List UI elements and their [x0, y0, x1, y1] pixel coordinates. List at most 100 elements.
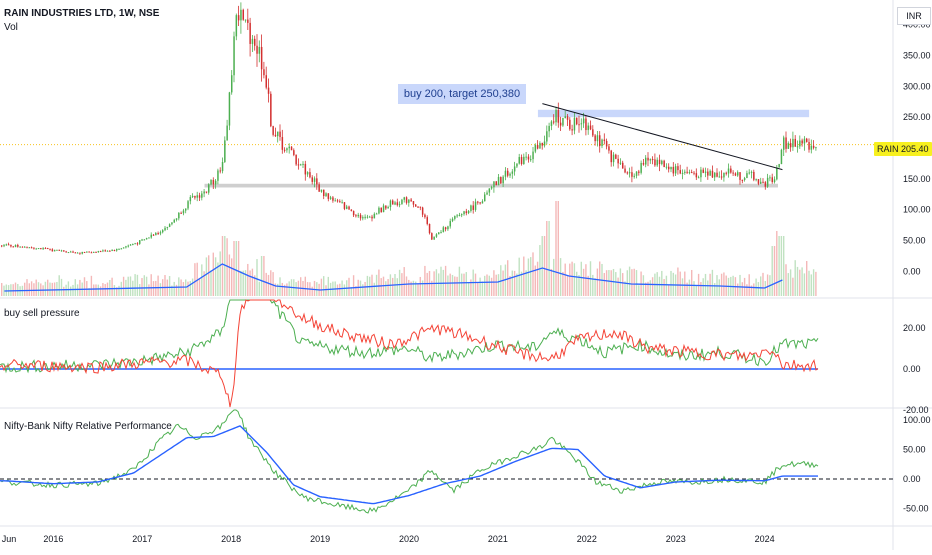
candle-body [106, 250, 109, 252]
candle-body [557, 109, 560, 123]
candle-body [214, 180, 217, 185]
candle-body [615, 154, 617, 159]
volume-bar [352, 275, 355, 296]
volume-bar [304, 276, 306, 296]
relative-performance-slow-line [0, 425, 818, 505]
candle-body [783, 137, 785, 150]
candle-body [670, 166, 672, 170]
volume-bar [3, 285, 5, 296]
candle-body [212, 179, 215, 185]
volume-bar [746, 284, 748, 296]
volume-bar [578, 275, 580, 296]
candle-body [382, 205, 385, 213]
volume-bar [479, 277, 481, 296]
volume-bar [555, 201, 557, 296]
candle-body [463, 211, 465, 215]
volume-bar [454, 276, 456, 296]
volume-bar [270, 270, 272, 296]
candle-body [760, 181, 762, 184]
candle-body [203, 191, 205, 194]
candle-body [714, 172, 716, 178]
volume-bar [362, 284, 364, 296]
volume-bar [221, 236, 224, 296]
buy-sell-pressure-title: buy sell pressure [4, 308, 80, 319]
volume-bar [633, 268, 635, 296]
candle-body [175, 218, 178, 220]
candle-body [470, 205, 472, 211]
volume-bar [490, 277, 493, 296]
volume-bar [511, 270, 513, 296]
candle-body [44, 248, 47, 250]
candle-body [396, 202, 399, 206]
volume-bar [173, 281, 175, 296]
volume-bar [70, 286, 72, 296]
volume-bar [435, 269, 438, 296]
candle-body [566, 116, 569, 120]
candle-body [628, 172, 631, 174]
candle-body [58, 249, 60, 251]
volume-bar [421, 280, 424, 296]
candle-body [730, 168, 732, 173]
candle-body [539, 143, 541, 149]
candle-body [28, 247, 31, 249]
candle-body [237, 15, 240, 21]
candle-body [118, 248, 120, 250]
trade-note-annotation[interactable]: buy 200, target 250,380 [398, 84, 526, 104]
candle-body [720, 176, 723, 178]
candle-body [599, 135, 601, 147]
candle-body [182, 210, 185, 214]
candle-body [737, 172, 739, 176]
candle-body [764, 182, 767, 187]
candle-body [143, 239, 146, 241]
candle-body [794, 138, 796, 147]
volume-bar [364, 281, 366, 296]
volume-bar [444, 265, 447, 296]
candle-body [290, 146, 293, 151]
time-tick-label: 2018 [221, 534, 241, 544]
candle-body [681, 172, 684, 174]
price-tick-label: 100.00 [903, 205, 931, 215]
volume-bar [661, 270, 663, 296]
candle-body [642, 162, 645, 165]
volume-bar [638, 285, 640, 296]
volume-bar [375, 274, 378, 296]
volume-bar [60, 278, 63, 296]
candle-body [578, 124, 580, 126]
volume-bar [313, 280, 316, 296]
candle-body [702, 169, 704, 173]
candle-body [419, 206, 422, 208]
candle-body [601, 139, 603, 147]
candle-body [254, 38, 256, 46]
candle-body [313, 178, 316, 182]
candle-body [750, 171, 753, 173]
candle-body [477, 201, 479, 203]
candle-body [806, 138, 808, 143]
volume-bar [260, 256, 263, 296]
candle-body [755, 179, 757, 181]
volume-bar [219, 251, 221, 296]
candle-body [189, 196, 192, 202]
candle-body [56, 249, 58, 251]
volume-bar [564, 263, 566, 296]
candle-body [654, 159, 656, 166]
volume-bar [663, 279, 665, 296]
candle-body [141, 239, 143, 241]
candle-body [362, 217, 364, 219]
price-tick-label: 250.00 [903, 112, 931, 122]
volume-bar [801, 267, 803, 296]
candle-body [426, 217, 428, 224]
currency-button[interactable]: INR [897, 7, 931, 25]
volume-bar [398, 269, 401, 296]
chart-title: RAIN INDUSTRIES LTD, 1W, NSE [4, 8, 160, 19]
downtrend-line [542, 103, 783, 171]
candle-body [302, 163, 304, 165]
volume-bar [557, 201, 559, 296]
volume-bar [569, 263, 571, 296]
volume-bar [281, 282, 283, 296]
relative-tick-label: 50.00 [903, 445, 926, 455]
candle-body [187, 201, 189, 209]
candle-body [610, 150, 612, 163]
candle-body [168, 224, 171, 227]
